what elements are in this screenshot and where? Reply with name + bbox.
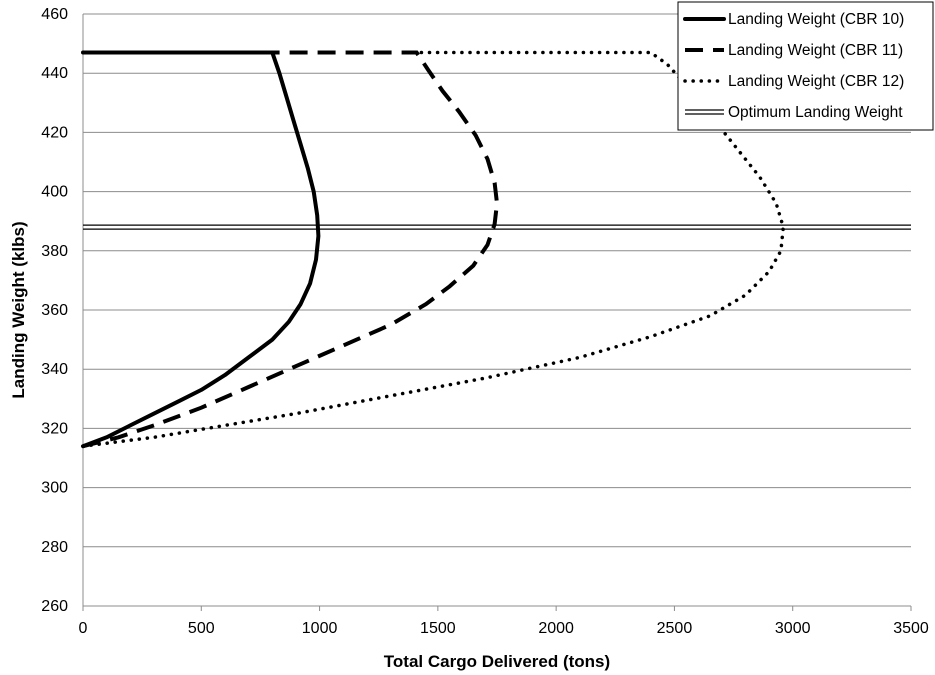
series-line bbox=[81, 50, 321, 449]
y-tick-label: 400 bbox=[41, 184, 68, 201]
tick-labels: 260 280 300 320 340 360 380 400 420 440 460 0 500 100… bbox=[41, 6, 929, 637]
x-tick-label: 2500 bbox=[657, 620, 693, 637]
x-tick-label: 1500 bbox=[420, 620, 456, 637]
series-layer bbox=[81, 50, 911, 449]
y-tick-label: 320 bbox=[41, 420, 68, 437]
y-axis-title: Landing Weight (klbs) bbox=[9, 221, 28, 398]
legend-item: Optimum Landing Weight bbox=[685, 104, 903, 121]
x-tick-label: 500 bbox=[188, 620, 215, 637]
x-tick-label: 3500 bbox=[893, 620, 929, 637]
y-tick-label: 440 bbox=[41, 65, 68, 82]
y-tick-label: 420 bbox=[41, 124, 68, 141]
series-line bbox=[82, 50, 500, 449]
y-tick-label: 460 bbox=[41, 6, 68, 23]
axes bbox=[82, 14, 912, 611]
x-tick-label: 3000 bbox=[775, 620, 811, 637]
series-2 bbox=[82, 50, 500, 449]
y-tick-label: 260 bbox=[41, 598, 68, 615]
legend-label: Landing Weight (CBR 12) bbox=[728, 73, 904, 90]
y-tick-label: 300 bbox=[41, 480, 68, 497]
x-axis-title: Total Cargo Delivered (tons) bbox=[384, 652, 610, 671]
legend-box bbox=[677, 1, 934, 131]
series-1 bbox=[81, 50, 321, 449]
x-tick-label: 2000 bbox=[538, 620, 574, 637]
series-4 bbox=[83, 224, 911, 230]
x-tick-label: 0 bbox=[79, 620, 88, 637]
y-tick-label: 380 bbox=[41, 243, 68, 260]
legend-label: Landing Weight (CBR 11) bbox=[728, 42, 903, 59]
y-tick-label: 340 bbox=[41, 361, 68, 378]
legend-item: Landing Weight (CBR 11) bbox=[685, 42, 903, 59]
legend-item: Landing Weight (CBR 10) bbox=[683, 11, 904, 28]
legend-label: Optimum Landing Weight bbox=[728, 104, 903, 121]
x-tick-label: 1000 bbox=[302, 620, 338, 637]
legend-item: Landing Weight (CBR 12) bbox=[683, 73, 904, 90]
y-tick-label: 360 bbox=[41, 302, 68, 319]
legend-label: Landing Weight (CBR 10) bbox=[728, 11, 904, 28]
y-tick-label: 280 bbox=[41, 539, 68, 556]
legend: Landing Weight (CBR 10) Landing Weight (C… bbox=[677, 1, 934, 131]
